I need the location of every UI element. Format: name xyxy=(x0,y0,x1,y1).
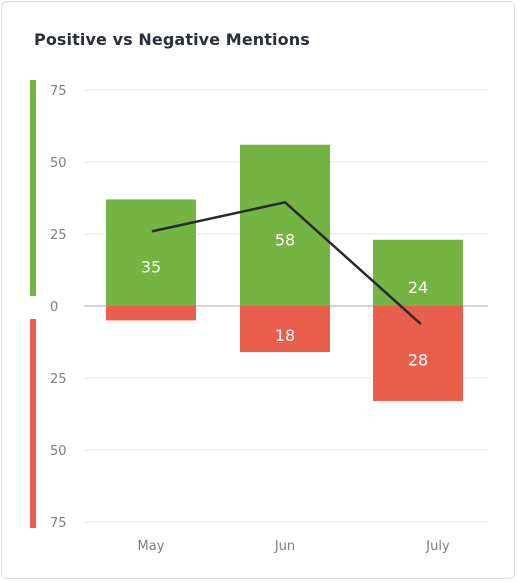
positive-data-label: 24 xyxy=(408,278,428,297)
negative-data-label: 18 xyxy=(275,326,295,345)
x-tick-label: May xyxy=(138,539,165,554)
positive-bar xyxy=(240,145,330,306)
y-tick-label: 50 xyxy=(50,444,67,459)
negative-data-label: 28 xyxy=(408,351,428,370)
y-tick-label: 25 xyxy=(50,228,67,243)
positive-data-label: 58 xyxy=(275,230,295,249)
y-tick-label: 25 xyxy=(50,372,67,387)
y-tick-label: 50 xyxy=(50,156,67,171)
x-tick-label: Jun xyxy=(274,539,295,554)
x-tick-label: July xyxy=(425,539,450,554)
y-tick-label: 75 xyxy=(50,516,67,531)
negative-axis-bar xyxy=(30,319,36,528)
positive-bar xyxy=(106,199,196,306)
y-tick-label: 0 xyxy=(50,300,58,315)
positive-data-label: 35 xyxy=(141,258,161,277)
negative-bar xyxy=(106,306,196,320)
positive-axis-bar xyxy=(30,80,36,296)
y-tick-label: 75 xyxy=(50,84,67,99)
